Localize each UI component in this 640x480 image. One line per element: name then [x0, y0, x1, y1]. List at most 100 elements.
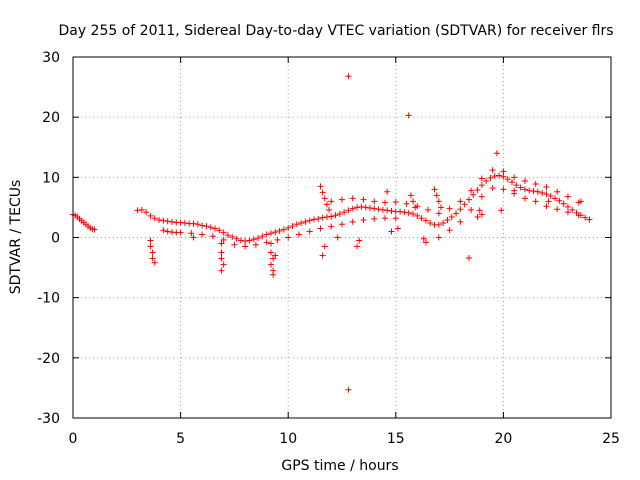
y-tick-label: 0 — [51, 231, 60, 247]
data-point — [160, 227, 167, 234]
data-point — [403, 200, 410, 207]
x-tick-label: 20 — [494, 431, 512, 447]
data-point — [345, 207, 352, 214]
data-point — [220, 261, 227, 268]
data-point — [513, 182, 520, 189]
data-point — [382, 199, 389, 206]
data-point — [545, 198, 552, 205]
data-point — [457, 206, 464, 213]
data-point — [151, 259, 158, 266]
data-point — [328, 198, 335, 205]
data-point — [511, 174, 518, 181]
data-point — [394, 225, 401, 232]
data-point — [582, 214, 589, 221]
data-point — [231, 241, 238, 248]
data-point — [526, 187, 533, 194]
data-point — [468, 187, 475, 194]
data-point — [392, 215, 399, 222]
data-point — [177, 229, 184, 236]
data-point — [321, 195, 328, 202]
data-point — [298, 220, 305, 227]
data-point — [532, 198, 539, 205]
x-tick-label: 25 — [602, 431, 620, 447]
data-point — [233, 235, 240, 242]
x-tick-label: 0 — [69, 431, 78, 447]
axis-ticks: 0 5 10 15 20 25 30 20 10 0 -10 -20 -30 — [37, 50, 620, 447]
data-point — [229, 233, 236, 240]
data-point — [560, 200, 567, 207]
data-point — [349, 205, 356, 212]
data-point — [435, 210, 442, 217]
data-point — [552, 195, 559, 202]
data-point — [444, 217, 451, 224]
data-point — [379, 206, 386, 213]
data-point — [461, 201, 468, 208]
data-point — [420, 235, 427, 242]
data-point — [345, 386, 352, 393]
data-point — [190, 234, 197, 241]
data-point — [360, 217, 367, 224]
data-point — [339, 221, 345, 228]
data-point — [177, 219, 184, 226]
data-point — [267, 261, 274, 268]
data-point — [267, 230, 274, 237]
data-point — [272, 252, 279, 259]
data-point — [489, 167, 496, 174]
data-point — [407, 192, 414, 199]
data-point — [414, 212, 421, 219]
data-point — [181, 220, 188, 227]
chart-title: Day 255 of 2011, Sidereal Day-to-day VTE… — [58, 23, 613, 39]
data-point — [334, 234, 341, 241]
data-point — [218, 267, 225, 274]
data-point — [328, 213, 335, 220]
data-point — [237, 237, 244, 244]
data-point — [457, 198, 464, 205]
y-tick-label: 10 — [42, 170, 60, 186]
data-point — [517, 184, 524, 191]
data-point — [543, 191, 550, 198]
data-point — [199, 222, 206, 229]
data-point — [216, 227, 223, 234]
data-point — [218, 240, 225, 247]
data-point — [267, 240, 274, 247]
data-point — [147, 243, 154, 250]
data-points — [70, 73, 593, 393]
data-point — [586, 216, 593, 223]
data-point — [246, 237, 253, 244]
data-point — [220, 229, 227, 236]
data-point — [339, 196, 345, 203]
data-point — [336, 211, 343, 218]
data-point — [356, 237, 363, 244]
data-point — [306, 217, 313, 224]
data-point — [543, 183, 550, 190]
data-point — [543, 203, 550, 210]
data-point — [242, 238, 249, 245]
data-point — [224, 232, 231, 239]
data-point — [218, 249, 225, 256]
data-point — [500, 168, 507, 175]
data-point — [478, 193, 485, 200]
data-point — [478, 182, 485, 189]
data-point — [168, 218, 175, 225]
y-tick-label: -30 — [37, 411, 60, 427]
data-point — [138, 206, 145, 213]
data-point — [349, 218, 356, 225]
y-tick-label: 20 — [42, 110, 60, 126]
data-point — [500, 186, 507, 193]
data-point — [491, 173, 498, 180]
data-point — [405, 112, 412, 119]
data-point — [272, 229, 279, 236]
data-point — [209, 233, 216, 240]
data-point — [259, 233, 266, 240]
data-point — [575, 212, 582, 219]
data-point — [509, 179, 516, 186]
data-point — [366, 205, 373, 212]
data-point — [530, 188, 537, 195]
data-point — [577, 198, 584, 205]
data-point — [207, 224, 214, 231]
data-point — [321, 243, 328, 250]
data-point — [410, 211, 417, 218]
data-point — [319, 214, 326, 221]
data-point — [478, 175, 485, 182]
data-point — [289, 223, 296, 230]
